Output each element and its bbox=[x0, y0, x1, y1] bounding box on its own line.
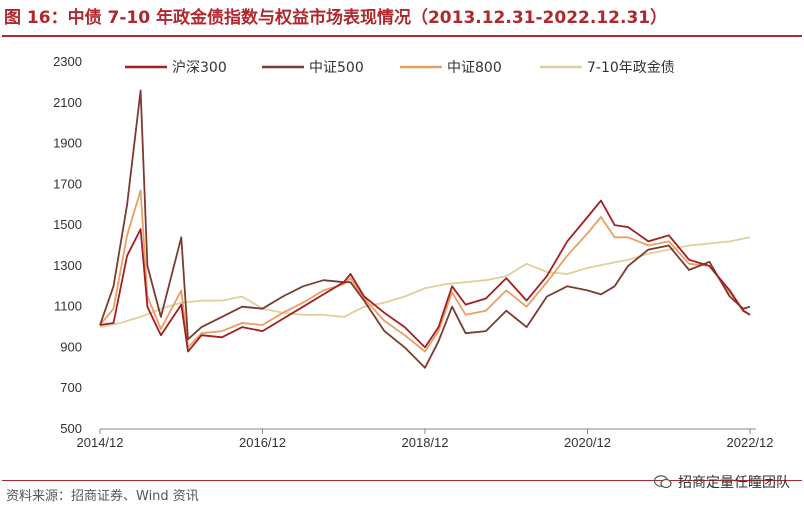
chart-legend: 沪深300 中证500 中证800 7-10年政金债 bbox=[125, 60, 675, 76]
title-rule bbox=[2, 35, 802, 37]
x-tick-label: 2016/12 bbox=[239, 435, 286, 450]
legend-label: 中证800 bbox=[447, 60, 502, 76]
y-tick-label: 1300 bbox=[53, 258, 82, 273]
legend-label: 中证500 bbox=[309, 60, 364, 76]
axes: 500 700 900 1100 1300 1500 1700 1900 2100 2300 201… bbox=[53, 54, 773, 450]
y-tick-label: 1500 bbox=[53, 217, 82, 232]
legend-label: 7-10年政金债 bbox=[587, 60, 675, 76]
line-chart: 500 700 900 1100 1300 1500 1700 1900 2100 2300 201… bbox=[53, 54, 773, 450]
y-tick-label: 1700 bbox=[53, 176, 82, 191]
y-tick-label: 500 bbox=[60, 421, 82, 436]
wechat-icon bbox=[654, 475, 672, 489]
x-tick-label: 2018/12 bbox=[402, 435, 449, 450]
y-tick-label: 2300 bbox=[53, 54, 82, 69]
series-line bbox=[99, 236, 751, 328]
x-tick-label: 2020/12 bbox=[564, 435, 611, 450]
series-line bbox=[99, 189, 751, 353]
brand-label: 招商定量任瞳团队 bbox=[678, 475, 790, 491]
x-tick-label: 2014/12 bbox=[77, 435, 124, 450]
footer-rule bbox=[2, 480, 802, 481]
series-lines bbox=[99, 89, 751, 369]
y-tick-label: 2100 bbox=[53, 95, 82, 110]
legend-label: 沪深300 bbox=[172, 60, 227, 76]
y-tick-label: 700 bbox=[60, 380, 82, 395]
y-tick-label: 1100 bbox=[54, 299, 82, 314]
series-line bbox=[99, 199, 751, 353]
y-tick-label: 900 bbox=[60, 339, 82, 354]
series-line bbox=[99, 89, 751, 369]
source-note: 资料来源：招商证券、Wind 资讯 bbox=[6, 489, 199, 504]
figure-title: 图 16：中债 7-10 年政金债指数与权益市场表现情况（2013.12.31-… bbox=[4, 8, 668, 28]
x-tick-label: 2022/12 bbox=[727, 435, 774, 450]
y-tick-label: 1900 bbox=[53, 136, 82, 151]
brand-watermark: 招商定量任瞳团队 bbox=[654, 472, 790, 492]
